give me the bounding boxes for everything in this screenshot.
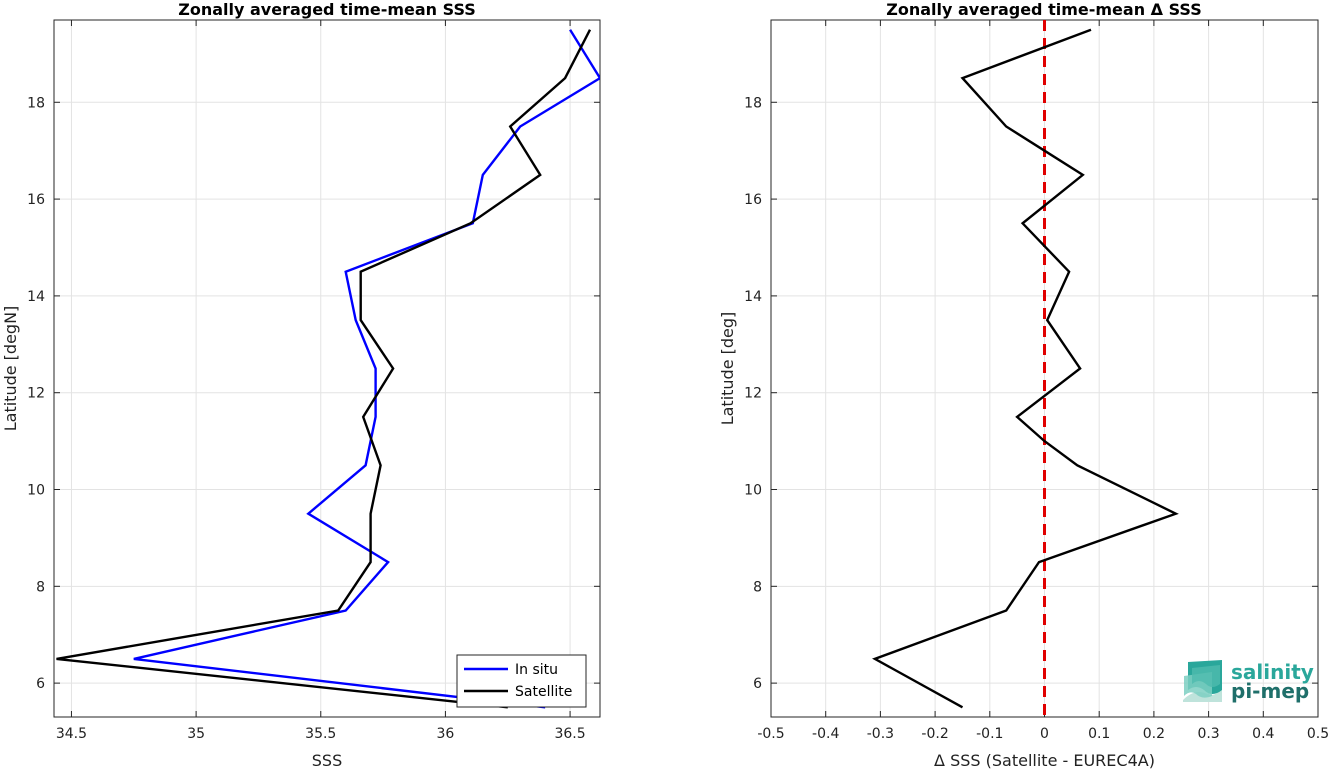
y-tick-label: 14 [744,289,762,305]
left-panel: 34.5 35 35.5 36 36.5 6 8 10 12 14 16 18 Zonally aver… [1,0,601,769]
axes-frame [53,19,601,718]
series-line-satellite [56,29,592,709]
x-tick-label: 34.5 [56,726,87,742]
y-tick-label: 16 [744,192,762,208]
x-tick-label: 36 [437,726,455,742]
logo-waves-icon [1183,660,1222,702]
legend-box [456,654,587,708]
y-tick-label: 14 [27,289,45,305]
y-tick-label: 10 [27,483,45,499]
y-tick-label: 12 [27,386,45,402]
y-tick-label: 8 [36,579,45,595]
right-panel: -0.5 -0.4 -0.3 -0.2 -0.1 0 0.1 0.2 0.3 0.4 0.5 6 8 10… [718,0,1329,769]
legend-label: In situ [515,662,558,678]
y-axis-label: Latitude [degN] [1,306,20,432]
y-tick-label: 18 [27,95,45,111]
x-tick-label: 0.2 [1143,726,1165,742]
x-axis-label: Δ SSS (Satellite - EUREC4A) [934,751,1155,769]
x-tick-label: -0.2 [921,726,948,742]
logo-text-line2: pi-mep [1231,679,1309,703]
y-tick-label: 6 [753,676,762,692]
x-tick-label: 0.4 [1252,726,1274,742]
x-axis-label: SSS [312,751,342,769]
x-tick-label: 0.1 [1088,726,1110,742]
y-tick-label: 16 [27,192,45,208]
x-tick-label: -0.5 [757,726,784,742]
x-tick-label: 35 [187,726,205,742]
x-tick-label: 0.5 [1307,726,1329,742]
x-tick-label: -0.3 [867,726,894,742]
delta-sss-line [872,28,1179,709]
salinity-pi-mep-logo: salinity pi-mep [1183,660,1314,703]
logo-text-line1: salinity [1231,660,1314,684]
x-tick-label: 35.5 [305,726,336,742]
y-tick-label: 8 [753,579,762,595]
x-tick-label: -0.1 [976,726,1003,742]
chart-title: Zonally averaged time-mean Δ SSS [886,0,1202,19]
x-tick-label: 0 [1040,726,1049,742]
y-tick-label: 12 [744,386,762,402]
x-tick-label: 0.3 [1197,726,1219,742]
y-tick-label: 10 [744,483,762,499]
x-tick-label: 36.5 [554,726,585,742]
x-tick-label: -0.4 [812,726,839,742]
y-tick-label: 6 [36,676,45,692]
legend-label: Satellite [515,684,572,700]
series-line-in-situ [133,29,600,709]
y-axis-label: Latitude [deg] [718,312,737,426]
y-tick-label: 18 [744,95,762,111]
chart-title: Zonally averaged time-mean SSS [178,0,476,19]
